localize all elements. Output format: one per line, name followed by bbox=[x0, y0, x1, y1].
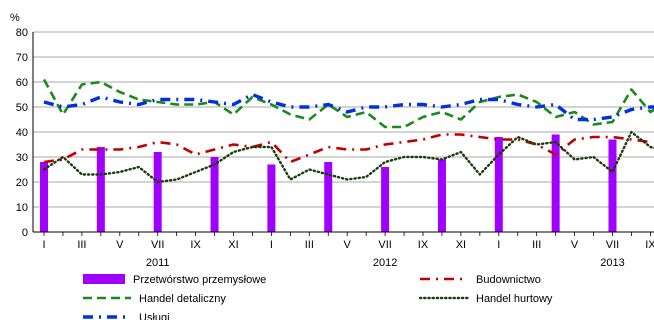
x-tick-label: III bbox=[305, 239, 314, 251]
x-tick-label: VII bbox=[378, 239, 391, 251]
bar-series bbox=[40, 134, 617, 232]
line-series bbox=[42, 78, 654, 184]
legend-item: Budownictwo bbox=[420, 274, 541, 286]
x-tick-label: IX bbox=[645, 239, 654, 251]
legend-label: Przetwórstwo przemysłowe bbox=[133, 274, 266, 286]
line-usługi bbox=[43, 92, 654, 122]
y-tick-label: 30 bbox=[16, 152, 28, 164]
x-tick-label: I bbox=[270, 239, 273, 251]
x-tick-label: IX bbox=[418, 239, 429, 251]
y-tick-label: 60 bbox=[16, 77, 28, 89]
bar bbox=[608, 139, 617, 232]
line-budownictwo bbox=[43, 133, 651, 164]
bar bbox=[153, 152, 162, 232]
bar bbox=[267, 164, 276, 232]
legend-label: Handel hurtowy bbox=[476, 293, 553, 305]
y-axis: % 0 10 20 30 40 50 60 70 80 bbox=[10, 12, 34, 239]
bar bbox=[40, 162, 48, 232]
line-handel-hurtowy bbox=[42, 130, 654, 184]
x-tick-label: V bbox=[571, 239, 579, 251]
x-tick-label: IX bbox=[190, 239, 201, 251]
bar bbox=[551, 134, 560, 232]
legend-item: Usługi bbox=[83, 312, 170, 320]
x-tick-label: XI bbox=[228, 239, 238, 251]
bar bbox=[96, 147, 105, 232]
year-label: 2012 bbox=[373, 257, 397, 269]
x-tick-label: III bbox=[77, 239, 86, 251]
x-tick-label: I bbox=[42, 239, 45, 251]
x-tick-label: III bbox=[532, 239, 541, 251]
line-handel-detaliczny bbox=[42, 78, 654, 129]
legend-item: Przetwórstwo przemysłowe bbox=[83, 274, 266, 286]
bar bbox=[437, 159, 446, 232]
legend-item: Handel hurtowy bbox=[418, 293, 553, 305]
year-label: 2011 bbox=[146, 257, 170, 269]
bar bbox=[324, 162, 333, 232]
y-axis-label: % bbox=[10, 12, 20, 24]
bar bbox=[210, 157, 219, 232]
x-tick-label: V bbox=[344, 239, 352, 251]
legend-label: Budownictwo bbox=[476, 274, 541, 286]
x-tick-label: VII bbox=[151, 239, 164, 251]
y-tick-label: 80 bbox=[16, 27, 28, 39]
x-tick-label: I bbox=[497, 239, 500, 251]
legend-swatch bbox=[83, 274, 125, 284]
legend-label: Usługi bbox=[139, 312, 170, 320]
year-label: 2013 bbox=[600, 257, 624, 269]
y-tick-label: 0 bbox=[22, 227, 28, 239]
x-tick-label: V bbox=[116, 239, 124, 251]
y-tick-label: 50 bbox=[16, 102, 28, 114]
y-tick-label: 20 bbox=[16, 177, 28, 189]
y-tick-label: 40 bbox=[16, 127, 28, 139]
gridlines bbox=[33, 31, 654, 208]
legend-item: Handel detaliczny bbox=[83, 293, 226, 305]
x-tick-label: XI bbox=[456, 239, 466, 251]
y-tick-label: 10 bbox=[16, 202, 28, 214]
bar bbox=[494, 137, 503, 232]
bar bbox=[381, 167, 390, 232]
y-tick-label: 70 bbox=[16, 52, 28, 64]
legend: Przetwórstwo przemysłowe Budownictwo Hande… bbox=[83, 274, 553, 320]
x-tick-label: VII bbox=[606, 239, 619, 251]
legend-label: Handel detaliczny bbox=[139, 293, 226, 305]
